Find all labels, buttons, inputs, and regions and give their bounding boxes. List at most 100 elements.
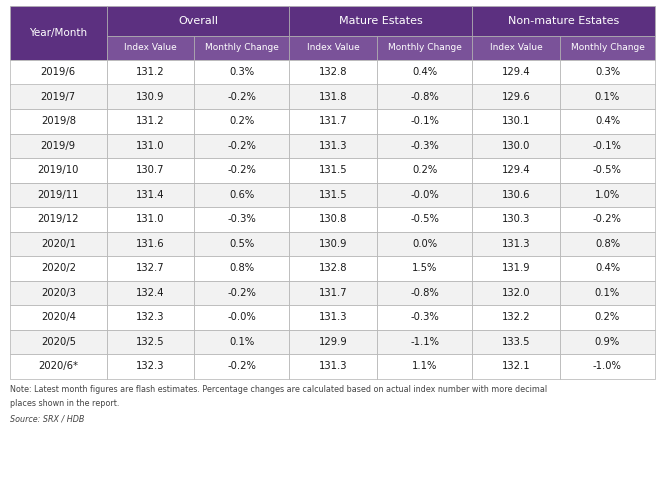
Bar [560,305,655,330]
Bar [107,207,194,232]
Bar [10,6,107,60]
Bar [107,330,194,354]
Bar [377,330,472,354]
Bar [377,305,472,330]
Text: -0.0%: -0.0% [227,312,256,322]
Bar [194,232,290,256]
Bar [194,182,290,207]
Bar [377,158,472,182]
Bar [472,36,560,60]
Bar [377,354,472,379]
Bar [290,305,377,330]
Text: 0.1%: 0.1% [595,92,620,102]
Bar [290,256,377,280]
Bar [560,232,655,256]
Text: -0.8%: -0.8% [410,288,439,298]
Bar [560,109,655,134]
Text: 2020/5: 2020/5 [41,337,76,347]
Text: 131.9: 131.9 [502,263,530,273]
Text: -0.2%: -0.2% [593,214,622,224]
Bar [10,232,107,256]
Bar [107,256,194,280]
Bar [107,36,194,60]
Text: 131.3: 131.3 [502,239,530,249]
Bar [290,134,377,158]
Bar [290,280,377,305]
Text: 2020/2: 2020/2 [41,263,76,273]
Text: 131.5: 131.5 [319,165,347,175]
Bar [290,36,377,60]
Text: -0.2%: -0.2% [227,141,257,151]
Text: 131.0: 131.0 [136,214,164,224]
Text: Overall: Overall [178,16,218,26]
Text: 131.4: 131.4 [136,190,164,200]
Text: 132.8: 132.8 [319,263,347,273]
Text: Monthly Change: Monthly Change [388,44,461,53]
Bar [472,354,560,379]
Bar [560,60,655,84]
Text: 2020/3: 2020/3 [41,288,76,298]
Text: -0.2%: -0.2% [227,361,257,371]
Bar [377,232,472,256]
Text: 2019/6: 2019/6 [40,67,76,77]
Text: 0.6%: 0.6% [229,190,255,200]
Text: 129.4: 129.4 [502,165,530,175]
Bar [194,354,290,379]
Text: 131.3: 131.3 [319,361,347,371]
Text: Index Value: Index Value [307,44,359,53]
Bar [107,305,194,330]
Bar [10,84,107,109]
Bar [10,182,107,207]
Bar [10,207,107,232]
Bar [290,158,377,182]
Bar [472,232,560,256]
Text: 0.3%: 0.3% [229,67,255,77]
Bar [472,182,560,207]
Bar [472,256,560,280]
Text: 131.8: 131.8 [319,92,347,102]
Bar [107,84,194,109]
Bar [194,158,290,182]
Text: Index Value: Index Value [490,44,542,53]
Text: 130.7: 130.7 [136,165,164,175]
Bar [10,158,107,182]
Text: -1.0%: -1.0% [593,361,622,371]
Bar [377,207,472,232]
Bar [194,109,290,134]
Bar [290,207,377,232]
Text: 0.4%: 0.4% [595,263,620,273]
Bar [472,109,560,134]
Text: 132.0: 132.0 [502,288,530,298]
Text: 129.6: 129.6 [502,92,530,102]
Bar [472,6,655,36]
Text: 131.2: 131.2 [136,67,165,77]
Text: 2020/4: 2020/4 [41,312,76,322]
Text: Monthly Change: Monthly Change [570,44,644,53]
Bar [560,158,655,182]
Text: 131.6: 131.6 [136,239,165,249]
Text: 131.3: 131.3 [319,141,347,151]
Text: 0.0%: 0.0% [412,239,437,249]
Bar [472,60,560,84]
Bar [472,158,560,182]
Text: 0.1%: 0.1% [595,288,620,298]
Text: Note: Latest month figures are flash estimates. Percentage changes are calculate: Note: Latest month figures are flash est… [10,385,547,394]
Bar [560,330,655,354]
Bar [194,207,290,232]
Bar [10,280,107,305]
Text: Source: SRX / HDB: Source: SRX / HDB [10,414,84,423]
Text: 131.2: 131.2 [136,116,165,126]
Text: 131.3: 131.3 [319,312,347,322]
Text: 0.2%: 0.2% [229,116,255,126]
Bar [194,330,290,354]
Text: 0.8%: 0.8% [595,239,620,249]
Text: 0.5%: 0.5% [229,239,255,249]
Bar [560,36,655,60]
Text: -0.2%: -0.2% [227,165,257,175]
Bar [194,134,290,158]
Text: 2020/6*: 2020/6* [38,361,78,371]
Text: -0.3%: -0.3% [227,214,256,224]
Text: 130.3: 130.3 [502,214,530,224]
Bar [194,60,290,84]
Bar [290,60,377,84]
